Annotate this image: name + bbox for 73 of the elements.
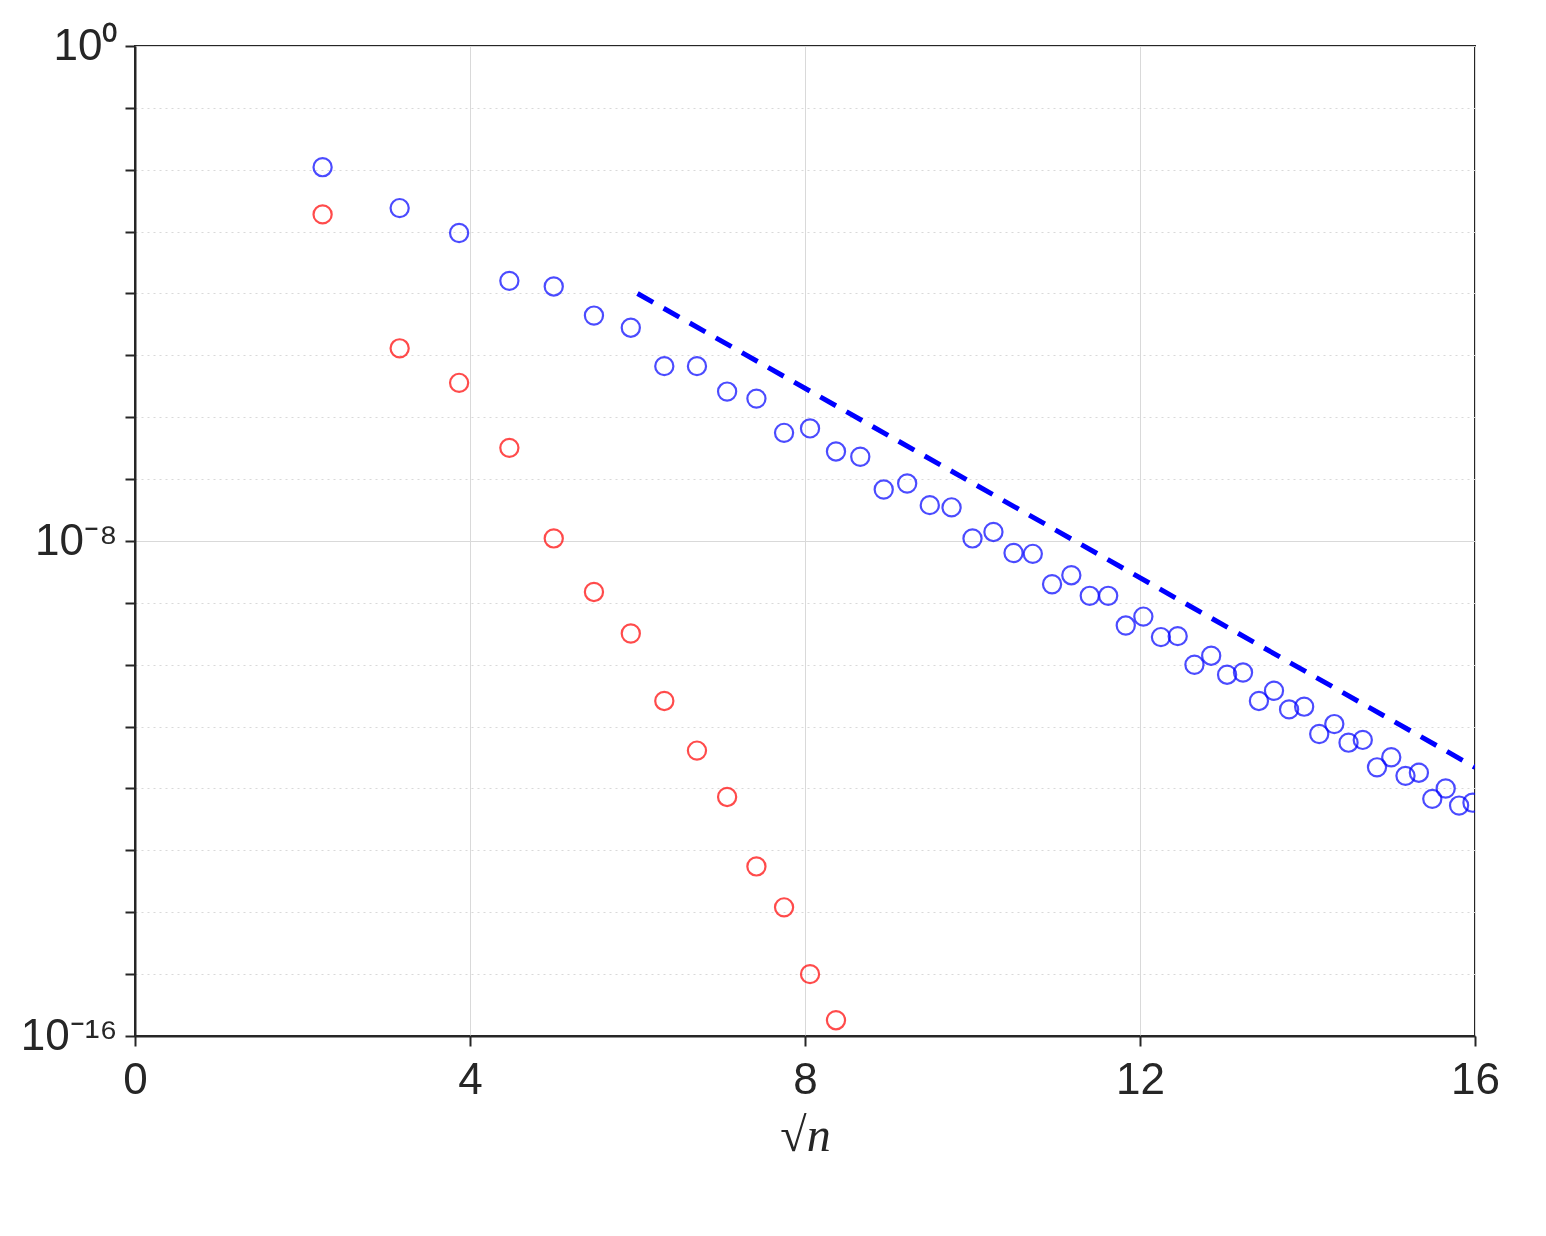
point: [583, 581, 605, 603]
x-tick-label: 0: [123, 1053, 148, 1103]
point: [1352, 729, 1373, 751]
point: [448, 372, 470, 393]
point: [543, 276, 564, 297]
point: [1184, 654, 1205, 675]
point: [1309, 723, 1330, 745]
point: [1395, 765, 1416, 787]
point: [620, 623, 641, 644]
point: [1248, 690, 1270, 712]
point: [1167, 625, 1188, 647]
point: [873, 479, 894, 500]
point: [825, 441, 847, 462]
point: [620, 317, 641, 338]
point: [799, 418, 821, 439]
point: [773, 897, 795, 918]
point: [1097, 585, 1119, 606]
point: [1293, 696, 1315, 717]
point: [1408, 762, 1430, 783]
point: [1448, 795, 1470, 816]
point: [1232, 662, 1254, 683]
point: [499, 437, 520, 459]
y-tick-label: 10⁻⁸: [34, 514, 118, 564]
point: [389, 338, 410, 359]
point: [825, 1010, 847, 1031]
point: [773, 422, 795, 443]
x-tick-label: 16: [1451, 1053, 1500, 1103]
point: [1079, 585, 1100, 606]
point: [448, 222, 470, 244]
point: [654, 355, 675, 377]
point: [1133, 606, 1154, 627]
point: [1381, 747, 1402, 768]
y-tick-label: 10⁰: [53, 19, 118, 69]
point: [583, 305, 605, 326]
point: [1201, 645, 1222, 666]
x-axis-title: √n: [780, 1107, 831, 1161]
point: [686, 740, 708, 761]
point: [543, 528, 564, 549]
point: [1061, 565, 1082, 586]
point: [919, 494, 940, 516]
point: [1338, 732, 1359, 753]
point: [1150, 626, 1172, 648]
point: [654, 690, 675, 712]
point: [746, 856, 767, 877]
point: [850, 446, 871, 467]
point: [941, 497, 962, 518]
x-tick-label: 12: [1116, 1053, 1165, 1103]
point: [1216, 664, 1238, 685]
x-tick-label: 8: [793, 1053, 818, 1103]
point: [1041, 574, 1063, 595]
point: [499, 270, 520, 292]
point: [716, 381, 738, 402]
y-tick-label: 10⁻¹⁶: [20, 1009, 118, 1059]
point: [1022, 543, 1043, 565]
point: [746, 388, 767, 409]
point: [716, 786, 738, 808]
point: [896, 473, 918, 494]
point: [686, 355, 708, 377]
x-tick-label: 4: [458, 1053, 483, 1103]
point: [1422, 788, 1443, 810]
point: [1263, 680, 1285, 701]
point: [1003, 542, 1024, 564]
point: [389, 197, 410, 219]
point: [799, 963, 821, 985]
point: [1278, 699, 1300, 720]
point: [1366, 757, 1388, 778]
point: [312, 204, 333, 225]
point: [1435, 778, 1456, 799]
point: [1115, 615, 1136, 636]
point: [312, 157, 333, 178]
point: [962, 528, 983, 549]
point: [1324, 713, 1345, 735]
point: [983, 521, 1004, 543]
